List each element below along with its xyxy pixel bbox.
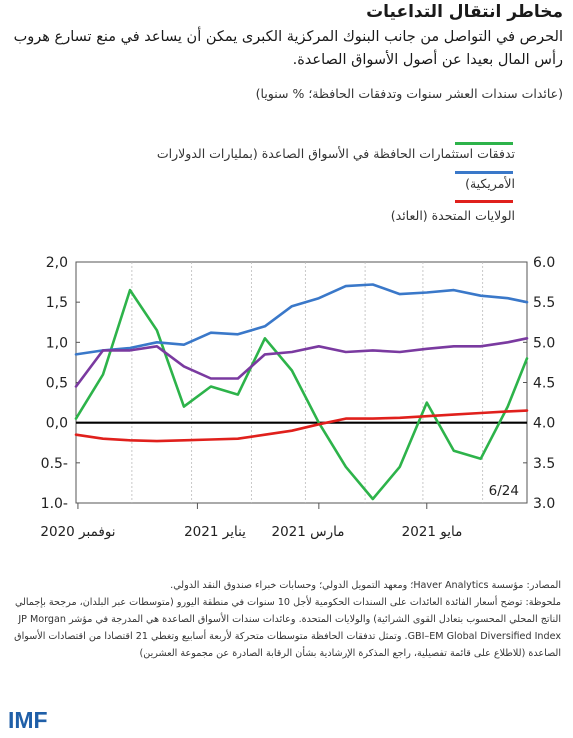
- y-right-tick-label: 3.5: [533, 456, 555, 472]
- x-tick-label: مايو 2021: [402, 524, 463, 540]
- x-tick-label: نوفمبر 2020: [40, 524, 115, 540]
- series-line-3: [74, 337, 529, 388]
- units-label: (عائدات سندات العشر سنوات وتدفقات الحافظ…: [255, 86, 563, 101]
- y-left-tick-label: 1.0-: [41, 496, 68, 512]
- series-line-2: [74, 409, 529, 443]
- series-line-1: [74, 283, 529, 356]
- y-right-tick-label: 5.5: [533, 295, 555, 311]
- y-left-tick-label: 0,5: [46, 376, 68, 392]
- y-right-tick-label: 3.0: [533, 496, 555, 512]
- legend-swatch-red: [455, 200, 513, 203]
- methodology-note: ملحوظة: توضح أسعار الفائدة العائدات على …: [14, 597, 561, 659]
- x-tick-label: مارس 2021: [272, 524, 345, 540]
- y-left-tick-label: 2,0: [46, 255, 68, 271]
- legend-swatch-green: [455, 142, 513, 145]
- legend-entry-us-yield: الولايات المتحدة (العائد): [390, 208, 515, 223]
- chart-notes: المصادر: مؤسسة Haver Analytics؛ ومعهد ال…: [9, 577, 561, 662]
- legend-swatch-blue: [455, 171, 513, 174]
- y-left-tick-label: 0,0: [46, 416, 68, 432]
- y-right-tick-label: 6.0: [533, 255, 555, 271]
- y-right-tick-label: 5.0: [533, 335, 555, 351]
- sources-note: المصادر: مؤسسة Haver Analytics؛ ومعهد ال…: [170, 580, 561, 591]
- line-chart: 2,0 1,5 1,0 0,5 0,0 0.5- 1.0- 6.0 5.5 5.0 4.5 4.0 3.…: [40, 255, 555, 540]
- plot-frame: [75, 261, 528, 504]
- y-left-tick-label: 1,5: [46, 295, 68, 311]
- date-annotation: 6/24: [489, 483, 519, 499]
- legend-entry-portfolio-flows: تدفقات استثمارات الحافظة في الأسواق الصا…: [156, 146, 515, 161]
- imf-logo: IMF: [8, 707, 48, 733]
- y-left-tick-label: 0.5-: [41, 456, 68, 472]
- chart-title: مخاطر انتقال التداعيات: [366, 2, 563, 22]
- y-left-tick-label: 1,0: [46, 335, 68, 351]
- x-tick-label: يناير 2021: [184, 524, 246, 540]
- chart-subtitle: الحرص في التواصل من جانب البنوك المركزية…: [13, 29, 563, 68]
- series-line-0: [74, 288, 529, 501]
- y-right-tick-label: 4.5: [533, 376, 555, 392]
- legend-entry-portfolio-flows-cont: الأمريكية): [465, 176, 515, 191]
- y-right-tick-label: 4.0: [533, 416, 555, 432]
